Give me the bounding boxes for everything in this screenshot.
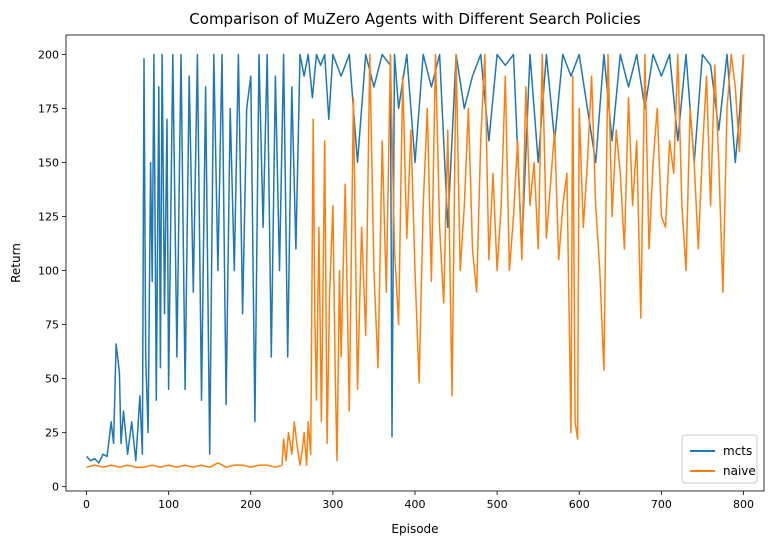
x-axis-ticks: 0 100 200 300 400 500 600 700 800 <box>83 491 754 511</box>
plot-lines <box>85 53 745 468</box>
y-axis-label: Return <box>9 243 23 283</box>
y-tick-label: 50 <box>45 373 59 386</box>
legend: mcts naive <box>681 434 758 484</box>
y-tick-label: 200 <box>38 48 59 61</box>
x-tick-label: 500 <box>487 498 508 511</box>
y-tick-label: 100 <box>38 265 59 278</box>
x-tick-label: 0 <box>83 498 90 511</box>
x-tick-label: 600 <box>569 498 590 511</box>
legend-label-naive: naive <box>723 464 756 478</box>
x-tick-label: 400 <box>405 498 426 511</box>
x-tick-label: 200 <box>240 498 261 511</box>
y-tick-label: 150 <box>38 157 59 170</box>
y-tick-label: 0 <box>52 481 59 494</box>
x-tick-label: 300 <box>322 498 343 511</box>
x-tick-label: 800 <box>733 498 754 511</box>
y-tick-label: 25 <box>45 427 59 440</box>
y-tick-label: 175 <box>38 102 59 115</box>
y-axis-ticks: 0 25 50 75 100 125 150 175 200 <box>38 48 66 494</box>
series-line-naive <box>86 53 745 468</box>
chart-title: Comparison of MuZero Agents with Differe… <box>189 10 641 28</box>
y-tick-label: 75 <box>45 319 59 332</box>
series-line-mcts <box>85 53 745 464</box>
legend-label-mcts: mcts <box>723 444 752 458</box>
x-axis-label: Episode <box>391 522 438 536</box>
y-tick-label: 125 <box>38 211 59 224</box>
x-tick-label: 100 <box>158 498 179 511</box>
x-tick-label: 700 <box>651 498 672 511</box>
